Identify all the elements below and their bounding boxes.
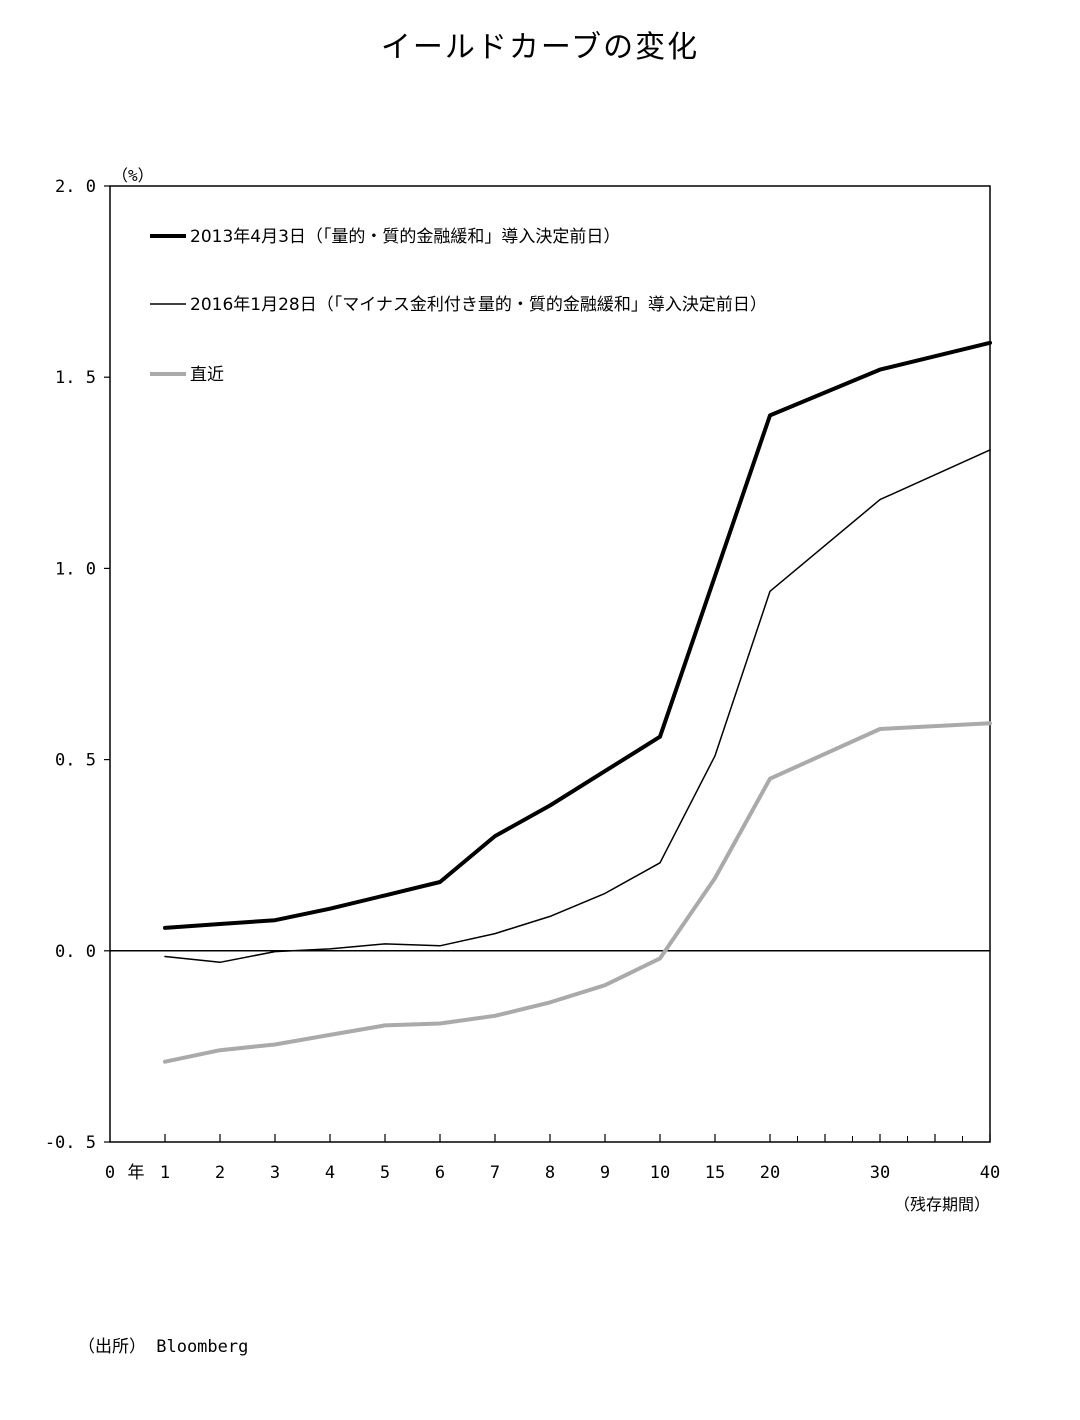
x-tick-label: 3 <box>270 1163 280 1183</box>
x-origin-label: 0 <box>105 1163 115 1183</box>
source-note: （出所） Bloomberg <box>78 1337 249 1357</box>
y-tick-label: 2. 0 <box>55 177 96 197</box>
x-tick-label: 2 <box>215 1163 225 1183</box>
x-tick-label: 4 <box>325 1163 335 1183</box>
plot-frame <box>109 185 991 1143</box>
x-tick-label: 20 <box>760 1163 780 1183</box>
y-axis-unit-label: （%） <box>112 166 154 185</box>
x-tick-label: 1 <box>160 1163 170 1183</box>
legend-label-2: 2016年1月28日（「マイナス金利付き量的・質的金融緩和」導入決定前日） <box>190 295 767 315</box>
series-line-2 <box>164 449 991 964</box>
y-tick-label: 1. 5 <box>55 368 96 388</box>
x-tick-label: 5 <box>380 1163 390 1183</box>
y-tick-label: 0. 5 <box>55 751 96 771</box>
x-axis-label: （残存期間） <box>894 1195 990 1214</box>
x-tick-label: 10 <box>650 1163 670 1183</box>
chart-title: イールドカーブの変化 <box>380 30 700 65</box>
legend-label-3: 直近 <box>190 365 224 385</box>
yield-curve-chart: -0. 5 0. 0 0. 5 1. 0 1. 5 2. 0 （%） 0 年 1 2 3 4 5 6 7 8 9 1… <box>45 166 1000 1214</box>
x-tick-label: 40 <box>980 1163 1000 1183</box>
y-tick-label: 0. 0 <box>55 942 96 962</box>
x-tick-label: 7 <box>490 1163 500 1183</box>
x-tick-label: 8 <box>545 1163 555 1183</box>
x-tick-label: 15 <box>705 1163 725 1183</box>
x-tick-label: 30 <box>870 1163 890 1183</box>
series-line-3 <box>163 721 992 1064</box>
x-tick-label: 6 <box>435 1163 445 1183</box>
x-tick-label: 9 <box>600 1163 610 1183</box>
y-tick-label: -0. 5 <box>45 1133 96 1153</box>
legend-label-1: 2013年4月3日（「量的・質的金融緩和」導入決定前日） <box>190 227 620 247</box>
series-line-1 <box>163 340 992 930</box>
y-tick-label: 1. 0 <box>55 559 96 579</box>
x-unit-label: 年 <box>128 1163 145 1183</box>
